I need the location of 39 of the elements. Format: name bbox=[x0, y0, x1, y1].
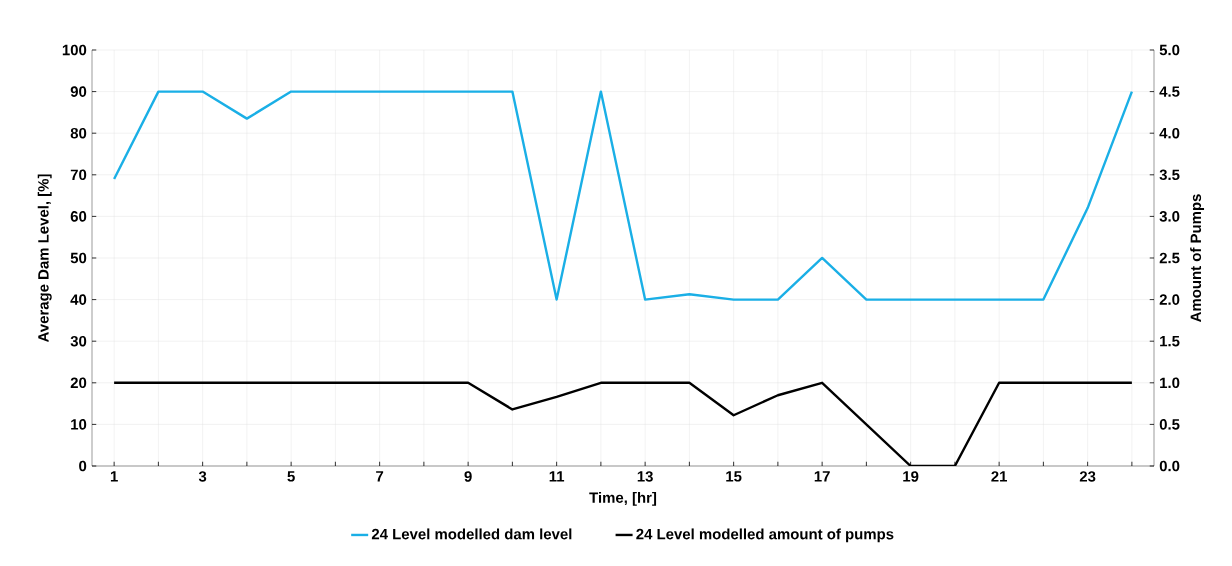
x-tick-label: 7 bbox=[376, 471, 384, 482]
x-tick-label: 1 bbox=[110, 471, 118, 482]
legend-label: 24 Level modelled dam level bbox=[371, 528, 572, 540]
y2-tick-label: 3.0 bbox=[1159, 211, 1180, 222]
y2-tick-label: 1.0 bbox=[1160, 377, 1180, 389]
y-tick-label: 30 bbox=[70, 335, 87, 347]
x-tick-label: 15 bbox=[726, 471, 742, 482]
y-tick-label: 0 bbox=[79, 460, 87, 472]
y-tick-label: 90 bbox=[70, 86, 87, 97]
x-tick-label: 5 bbox=[287, 471, 295, 482]
y-tick-label: 60 bbox=[70, 211, 87, 222]
x-tick-label: 9 bbox=[464, 471, 472, 482]
y-tick-label: 70 bbox=[70, 169, 87, 181]
x-tick-label: 17 bbox=[814, 471, 830, 482]
y2-tick-label: 4.5 bbox=[1159, 86, 1180, 97]
y2-tick-label: 4.0 bbox=[1159, 127, 1180, 139]
y2-axis-title: Amount of Pumps bbox=[1190, 194, 1205, 322]
x-tick-label: 21 bbox=[991, 471, 1008, 482]
x-tick-label: 23 bbox=[1079, 471, 1096, 482]
y2-tick-label: 0.5 bbox=[1159, 419, 1180, 430]
legend-label: 24 Level modelled amount of pumps bbox=[636, 528, 894, 543]
x-tick-label: 11 bbox=[549, 471, 565, 482]
y-tick-label: 10 bbox=[71, 419, 87, 430]
y2-tick-label: 5.0 bbox=[1159, 44, 1180, 56]
y-tick-label: 80 bbox=[70, 127, 87, 139]
x-axis-title: Time, [hr] bbox=[589, 491, 657, 506]
y-tick-label: 40 bbox=[70, 294, 87, 305]
y-tick-label: 20 bbox=[70, 377, 87, 389]
y2-tick-label: 0.0 bbox=[1159, 460, 1180, 472]
y-tick-label: 100 bbox=[62, 44, 87, 56]
x-tick-label: 19 bbox=[903, 471, 919, 482]
y-axis-title: Average Dam Level, [%] bbox=[37, 174, 52, 343]
y2-tick-label: 1.5 bbox=[1160, 335, 1180, 347]
x-tick-label: 13 bbox=[637, 471, 653, 482]
y2-tick-label: 2.5 bbox=[1159, 252, 1180, 264]
x-tick-label: 3 bbox=[198, 471, 207, 482]
y-tick-label: 50 bbox=[70, 252, 87, 264]
y2-tick-label: 2.0 bbox=[1159, 294, 1180, 305]
y2-tick-label: 3.5 bbox=[1159, 169, 1180, 181]
